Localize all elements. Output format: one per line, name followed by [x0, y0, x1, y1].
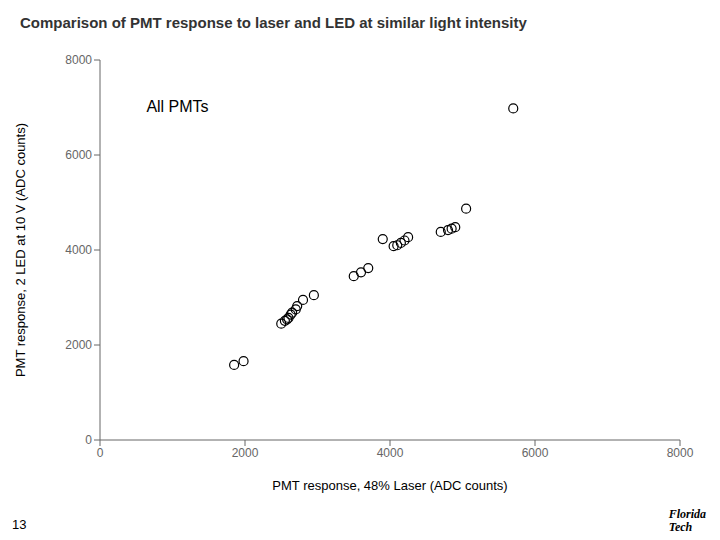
svg-text:PMT response, 2 LED at 10 V (A: PMT response, 2 LED at 10 V (ADC counts)	[13, 123, 28, 377]
html-text:Tech: Tech	[668, 520, 693, 534]
svg-text:4000: 4000	[377, 446, 404, 460]
html-text:Florida: Florida	[668, 507, 706, 521]
svg-text:0: 0	[97, 446, 104, 460]
svg-text:0: 0	[85, 433, 92, 447]
html-text:All PMTs: All PMTs	[146, 98, 209, 115]
svg-text:8000: 8000	[667, 446, 694, 460]
svg-text:6000: 6000	[65, 148, 92, 162]
svg-text:8000: 8000	[65, 53, 92, 67]
svg-text:2000: 2000	[65, 338, 92, 352]
svg-text:4000: 4000	[65, 243, 92, 257]
html-text:Comparison of PMT response to: Comparison of PMT response to laser and …	[20, 14, 527, 31]
svg-text:PMT response, 48% Laser (ADC c: PMT response, 48% Laser (ADC counts)	[272, 478, 507, 493]
svg-text:6000: 6000	[522, 446, 549, 460]
html-text:13: 13	[12, 517, 27, 532]
svg-text:2000: 2000	[232, 446, 259, 460]
